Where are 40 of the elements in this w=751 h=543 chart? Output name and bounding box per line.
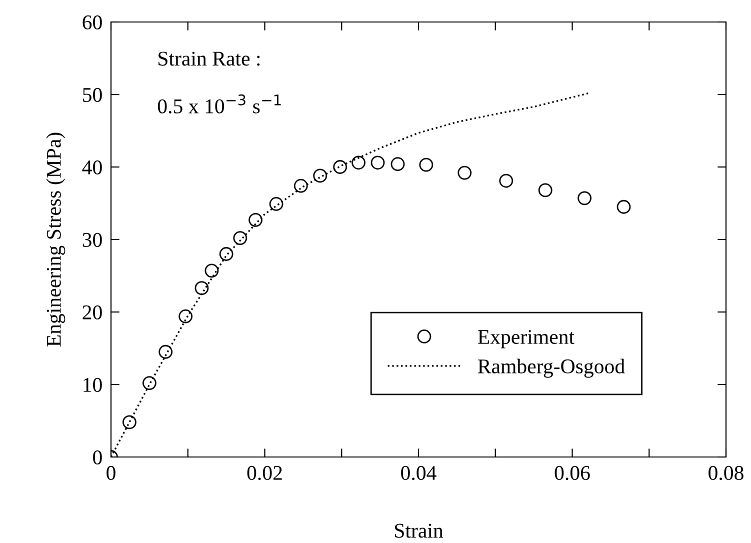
point (122, 415, 136, 430)
point (142, 376, 156, 390)
point (313, 168, 328, 183)
x-axis-title: Strain (395, 524, 444, 538)
point (458, 166, 472, 180)
point (233, 231, 248, 245)
point (158, 344, 173, 359)
annotation: 0.5 x 10$^{−3}$ s$^{−1}$ (158, 94, 281, 114)
x-tick-label: 0.04 (401, 466, 436, 480)
y-tick-label: 10 (84, 378, 102, 392)
point (499, 174, 514, 188)
point (178, 309, 193, 324)
point (419, 158, 434, 172)
point (333, 160, 348, 174)
point (370, 156, 385, 170)
y-tick-label: 40 (82, 160, 102, 174)
point (352, 156, 366, 170)
point (294, 178, 308, 193)
y-tick-label: 50 (83, 88, 102, 102)
point (269, 197, 284, 211)
x-tick-label: 0.06 (554, 466, 590, 480)
y-tick-label: 20 (82, 305, 102, 320)
point (538, 183, 552, 198)
x-tick-label: 0.02 (247, 466, 282, 480)
legend-label: Ramberg-Osgood (478, 358, 625, 378)
point (616, 200, 631, 214)
point (194, 281, 209, 296)
point (248, 212, 262, 227)
annotation: Strain Rate : (158, 52, 260, 66)
y-axis-title: Engineering Stress (MPa) (46, 132, 66, 347)
point (578, 191, 592, 206)
point (390, 157, 405, 172)
y-tick-label: 60 (82, 15, 102, 30)
legend-label: Experiment (478, 330, 574, 348)
y-tick-label: 0 (93, 450, 102, 464)
x-tick-label: 0 (106, 466, 116, 480)
x-tick-label: 0.08 (708, 466, 744, 480)
point (204, 264, 219, 278)
y-tick-label: 30 (82, 232, 102, 247)
point (219, 247, 234, 261)
